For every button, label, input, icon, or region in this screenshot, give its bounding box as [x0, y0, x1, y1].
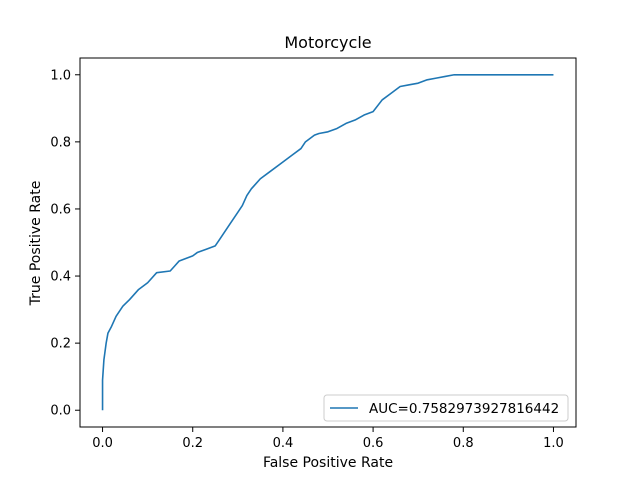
y-axis: 0.0 0.2 0.4 0.6 0.8 1.0 — [50, 68, 80, 419]
plot-frame — [79, 57, 577, 428]
legend: AUC=0.7582973927816442 — [323, 394, 569, 422]
legend-box — [323, 394, 569, 422]
y-tick-label: 0.6 — [50, 202, 71, 217]
y-axis-label: True Positive Rate — [28, 181, 44, 307]
roc-curve — [101, 73, 554, 411]
y-tick-label: 1.0 — [50, 68, 71, 83]
x-axis: 0.0 0.2 0.4 0.6 0.8 1.0 — [92, 427, 564, 451]
chart-title: Motorcycle — [284, 33, 371, 52]
y-tick-label: 0.4 — [50, 270, 71, 285]
y-tick-label: 0.8 — [50, 135, 71, 150]
x-tick-label: 0.8 — [453, 436, 474, 451]
x-tick-label: 0.6 — [363, 436, 384, 451]
y-tick-label: 0.2 — [50, 337, 71, 352]
x-tick-label: 0.0 — [92, 436, 113, 451]
y-tick-label: 0.0 — [50, 404, 71, 419]
x-axis-label: False Positive Rate — [263, 455, 393, 471]
x-tick-label: 0.4 — [273, 436, 294, 451]
x-tick-label: 0.2 — [182, 436, 203, 451]
legend-label: AUC=0.7582973927816442 — [369, 401, 559, 417]
x-tick-label: 1.0 — [543, 436, 564, 451]
